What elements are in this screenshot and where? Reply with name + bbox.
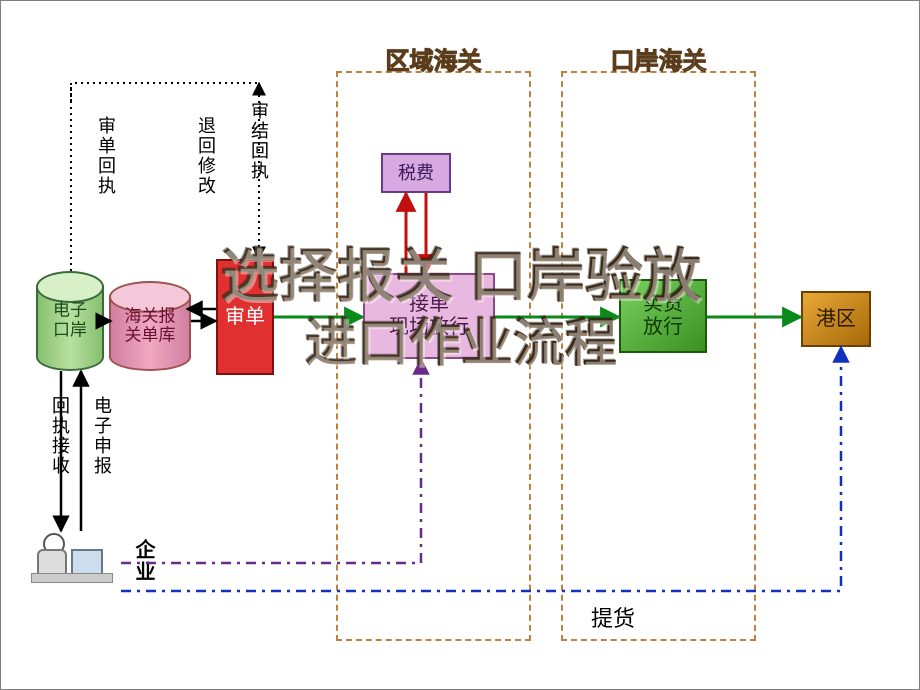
diagram-canvas: 区域海关 口岸海关 电子口岸 海关报关单库 审单 税费 接单现场放行 实货放行 …	[0, 0, 920, 690]
node-accept-label: 接单现场放行	[389, 293, 469, 339]
label-e-declare: 电子申报	[89, 396, 115, 476]
label-receipt-recv: 回执接收	[47, 396, 73, 476]
node-e-port-cylinder: 电子口岸	[36, 271, 104, 371]
label-return-modify: 退回修改	[193, 116, 219, 196]
node-tax-label: 税费	[398, 163, 434, 184]
node-e-port-label: 电子口岸	[36, 300, 104, 339]
clerk-at-desk-icon	[31, 529, 111, 599]
node-accept: 接单现场放行	[363, 273, 495, 359]
node-customs-db-cylinder: 海关报关单库	[109, 281, 191, 371]
label-review-receipt: 审单回执	[93, 116, 119, 196]
label-finish-receipt: 审结回执	[246, 101, 272, 181]
node-release-label: 实货放行	[643, 293, 683, 339]
zone-regional-title: 区域海关	[338, 41, 529, 76]
zone-port-title: 口岸海关	[563, 41, 754, 76]
node-port-area-label: 港区	[816, 308, 856, 331]
label-enterprise: 企业	[129, 539, 158, 583]
node-tax: 税费	[381, 153, 451, 193]
node-review: 审单	[216, 259, 274, 375]
label-pickup: 提货	[591, 601, 635, 633]
zone-port-customs: 口岸海关	[561, 71, 756, 641]
node-review-label: 审单	[225, 306, 265, 329]
node-customs-db-label: 海关报关单库	[109, 306, 191, 345]
node-port-area: 港区	[801, 291, 871, 347]
node-release: 实货放行	[619, 279, 707, 353]
